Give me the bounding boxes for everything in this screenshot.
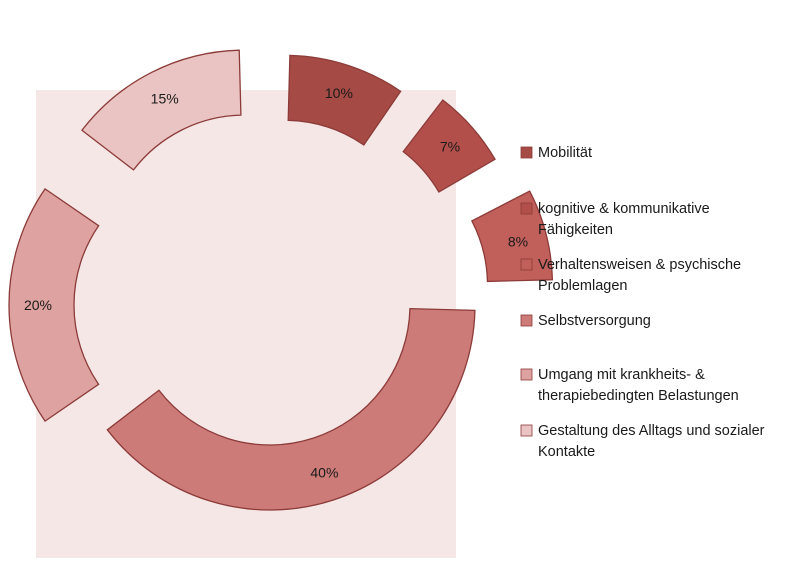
data-label-6: 15% [151, 90, 179, 106]
legend-swatch-4 [520, 314, 533, 327]
legend-label-1-line-1: Mobilität [538, 145, 592, 161]
donut-slices [8, 49, 554, 511]
donut-slice-6 [81, 49, 242, 171]
legend-label-5-line-2: therapiebedingten Belastungen [538, 388, 739, 404]
legend-label-6-line-2: Kontakte [538, 444, 595, 460]
legend-label-5-line-1: Umgang mit krankheits- & [538, 367, 705, 383]
legend-label-6-line-1: Gestaltung des Alltags und sozialer [538, 423, 765, 439]
donut-slice-5 [8, 187, 100, 423]
donut-slice-1 [287, 54, 402, 146]
legend-label-3-line-2: Problemlagen [538, 278, 627, 294]
legend-swatch-3 [520, 258, 533, 271]
donut-slice-2 [402, 99, 496, 193]
data-labels: 10% 7% 8% 40% 20% 15% [24, 85, 528, 480]
legend-label-4-line-1: Selbstversorgung [538, 313, 651, 329]
donut-slice-4 [106, 307, 476, 511]
data-label-4: 40% [310, 464, 338, 480]
legend-label-2-line-2: Fähigkeiten [538, 222, 613, 238]
legend-swatch-6 [520, 424, 533, 437]
legend-label-3-line-1: Verhaltensweisen & psychische [538, 257, 741, 273]
legend-swatch-2 [520, 202, 533, 215]
data-label-5: 20% [24, 297, 52, 313]
data-label-2: 7% [440, 138, 460, 154]
legend-swatch-1 [520, 146, 533, 159]
legend-label-2-line-1: kognitive & kommunikative [538, 201, 710, 217]
legend-swatch-5 [520, 368, 533, 381]
data-label-3: 8% [508, 233, 528, 249]
legend: Mobilität kognitive & kommunikative Fähigk… [520, 145, 765, 460]
data-label-1: 10% [325, 85, 353, 101]
